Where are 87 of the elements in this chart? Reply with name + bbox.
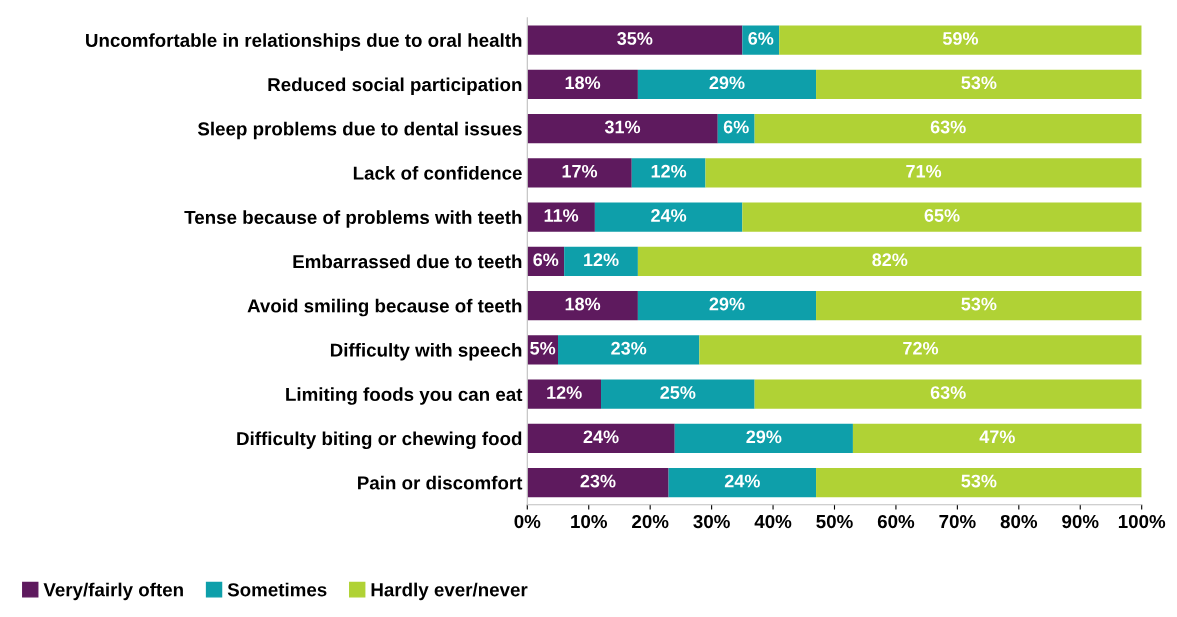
data-label: 63% (930, 120, 966, 134)
data-label: 82% (872, 253, 908, 267)
x-tick-label: 20% (632, 514, 669, 529)
bar (564, 246, 638, 276)
bar (816, 290, 1142, 321)
x-tick-label: 0% (514, 514, 541, 529)
data-label: 29% (709, 297, 745, 311)
data-label: 29% (709, 76, 745, 90)
y-tick-label: Sleep problems due to dental issues (197, 121, 522, 140)
bar (637, 246, 1142, 276)
data-label: 18% (565, 76, 601, 90)
y-tick-label: Lack of confidence (353, 165, 522, 180)
bar (527, 158, 632, 188)
y-tick-label: Reduced social participation (268, 77, 522, 95)
bar (742, 202, 1142, 232)
data-label: 65% (924, 209, 960, 222)
y-tick-label: Uncomfortable in relationships due to oral health (86, 33, 522, 51)
y-tick-label: Embarrassed due to teeth (293, 254, 522, 269)
bar (816, 467, 1142, 498)
data-label: 29% (746, 430, 782, 444)
bar (527, 467, 669, 498)
bar (699, 335, 1142, 365)
bar (754, 379, 1142, 409)
data-label: 6% (533, 253, 559, 267)
y-tick-label: Avoid smiling because of teeth (247, 298, 522, 317)
data-label: 23% (580, 474, 616, 488)
data-label: 63% (930, 386, 966, 399)
data-label: 72% (903, 341, 939, 355)
bar (527, 423, 675, 453)
data-label: 5% (530, 341, 556, 355)
data-label: 59% (942, 32, 979, 45)
bar (631, 158, 706, 188)
y-tick-label: Difficulty with speech (330, 343, 522, 361)
data-label: 23% (611, 341, 647, 355)
bar (637, 290, 817, 321)
bar (705, 158, 1142, 188)
legend-label: Hardly ever/never (371, 582, 528, 601)
y-tick-label: Tense because of problems with teeth (184, 210, 522, 228)
bar (527, 69, 638, 99)
x-tick-label: 100% (1118, 514, 1166, 529)
y-tick-label: Limiting foods you can eat (286, 387, 523, 405)
bar (527, 290, 638, 321)
data-label: 53% (961, 474, 997, 488)
x-tick-label: 30% (693, 514, 730, 529)
data-label: 31% (604, 120, 641, 134)
x-tick-label: 50% (816, 514, 853, 529)
data-label: 35% (617, 32, 653, 45)
data-label: 24% (651, 209, 687, 222)
x-tick-label: 10% (571, 514, 608, 529)
bar (594, 202, 743, 232)
bar (637, 69, 817, 99)
legend-label: Sometimes (227, 582, 327, 597)
legend-label: Very/fairly often (43, 582, 183, 601)
data-label: 18% (565, 297, 601, 311)
bar (527, 202, 595, 232)
x-tick-label: 70% (939, 514, 976, 529)
data-label: 47% (979, 430, 1015, 444)
data-label: 17% (562, 164, 598, 178)
data-label: 53% (961, 76, 997, 90)
data-label: 24% (583, 430, 619, 444)
x-tick-label: 60% (877, 514, 915, 529)
bar (601, 379, 755, 409)
data-label: 25% (660, 386, 696, 399)
bar (852, 423, 1142, 453)
y-tick-label: Pain or discomfort (358, 475, 523, 490)
bar (779, 25, 1142, 55)
x-tick-label: 80% (1000, 514, 1038, 529)
x-tick-label: 90% (1062, 514, 1099, 529)
bar (527, 379, 602, 409)
bar (816, 69, 1142, 99)
bar (674, 423, 853, 453)
x-tick-label: 40% (754, 514, 792, 529)
data-label: 12% (651, 164, 687, 178)
data-label: 6% (748, 32, 774, 45)
bar (668, 467, 817, 498)
data-label: 11% (544, 209, 579, 222)
data-label: 6% (723, 120, 749, 134)
data-label: 12% (547, 386, 582, 399)
data-label: 12% (584, 253, 619, 267)
bar (754, 113, 1142, 144)
y-tick-label: Difficulty biting or chewing food (237, 431, 522, 450)
bar (558, 335, 700, 365)
data-label: 53% (961, 297, 997, 311)
bar (527, 25, 743, 55)
bar (527, 113, 718, 144)
data-label: 71% (906, 164, 942, 178)
data-label: 24% (724, 474, 760, 488)
